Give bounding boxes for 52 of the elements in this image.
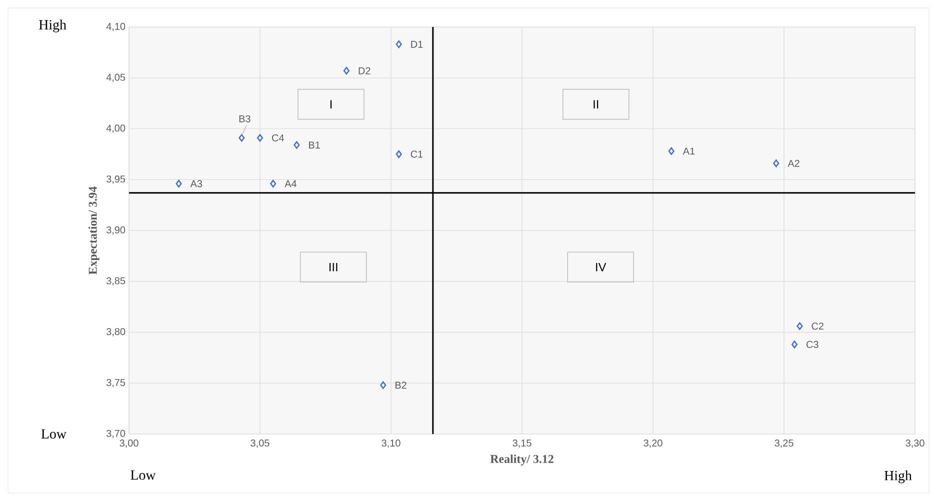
y-tick-label: 4,05 <box>106 74 126 82</box>
point <box>238 134 245 142</box>
y-tick-label: 3,85 <box>106 277 126 286</box>
x-tick-label: 3,00 <box>120 440 138 448</box>
data-label: C2 <box>812 322 824 330</box>
text: Low <box>41 429 66 439</box>
point <box>773 159 780 168</box>
point <box>796 322 803 330</box>
x-tick-label: 3,10 <box>382 440 400 448</box>
y-tick-label: 3,80 <box>106 328 126 336</box>
x-axis-title: Reality/ 3.12 <box>490 454 554 466</box>
data-label: A3 <box>190 180 202 188</box>
y-axis-title: Expectation/ 3.94 <box>88 186 100 274</box>
point <box>256 134 264 142</box>
annotation: III <box>329 263 338 272</box>
x-tick-label: 3,20 <box>644 440 662 448</box>
data-label: B2 <box>395 382 406 389</box>
point <box>176 180 182 188</box>
y-tick-label: 3,75 <box>106 379 126 388</box>
text: High <box>39 20 66 32</box>
data-label: C1 <box>410 150 423 158</box>
text: Low <box>130 470 156 480</box>
point <box>343 66 350 75</box>
point <box>396 40 402 48</box>
x-tick-label: 3,15 <box>512 440 532 448</box>
data-label: A2 <box>788 160 800 167</box>
y-tick-label: 4,10 <box>106 22 126 32</box>
data-label: C3 <box>806 340 818 348</box>
data-label: D1 <box>411 40 423 48</box>
data-label: A4 <box>284 180 297 188</box>
data-label: D2 <box>358 67 370 74</box>
point <box>294 141 300 149</box>
point <box>668 147 674 155</box>
point <box>791 340 798 348</box>
y-tick-label: 3,95 <box>106 176 126 184</box>
point <box>270 180 276 188</box>
annotation: IV <box>596 263 606 272</box>
data-label: B1 <box>309 142 320 148</box>
y-tick-label: 3,70 <box>106 430 126 438</box>
data-label: C4 <box>272 134 284 142</box>
x-tick-label: 3,25 <box>774 440 794 448</box>
text: High <box>884 470 912 484</box>
data-label: A1 <box>682 148 695 155</box>
x-tick-label: 3,30 <box>906 440 924 448</box>
point <box>380 381 386 389</box>
annotation: II <box>594 100 598 108</box>
y-tick-label: 3,90 <box>106 226 126 235</box>
y-tick-label: 4,00 <box>106 124 126 133</box>
data-label: B3 <box>239 115 250 122</box>
annotation: I <box>330 100 332 108</box>
point <box>396 150 402 158</box>
x-tick-label: 3,05 <box>250 440 270 448</box>
